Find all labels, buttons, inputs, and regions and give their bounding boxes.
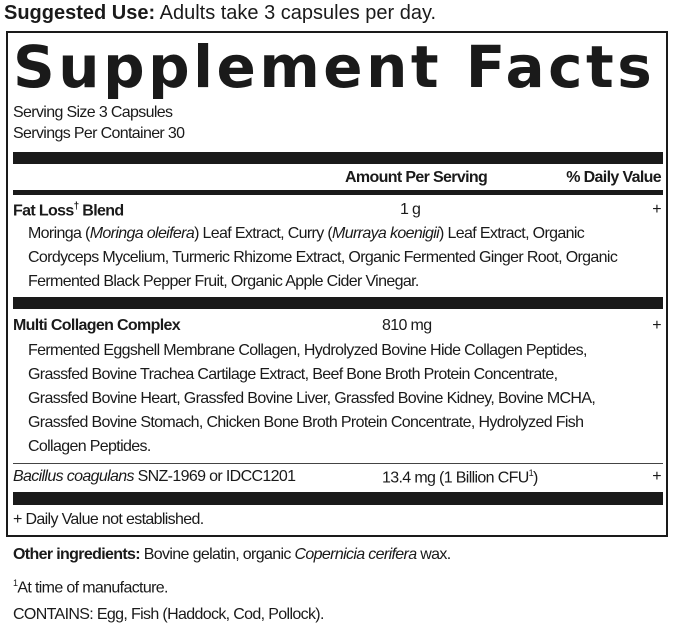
bacillus-name: Bacillus coagulans SNZ-1969 or IDCC1201 [13, 468, 296, 485]
daily-value-note: + Daily Value not established. [13, 511, 204, 528]
fat-loss-ingredients-line: Cordyceps Mycelium, Turmeric Rhizome Ext… [28, 249, 618, 266]
allergen-statement: CONTAINS: Egg, Fish (Haddock, Cod, Pollo… [13, 606, 324, 623]
supplement-facts-panel [6, 31, 668, 537]
header-amount: Amount Per Serving [345, 169, 488, 186]
collagen-ingredients-line: Grassfed Bovine Stomach, Chicken Bone Br… [28, 414, 584, 431]
suggested-use-label: Suggested Use: [4, 2, 156, 24]
serving-size: Serving Size 3 Capsules [13, 104, 173, 121]
fat-loss-amount: 1 g [400, 201, 421, 218]
footnote: 1At time of manufacture. [13, 578, 168, 597]
fat-loss-dv: + [652, 201, 661, 218]
bacillus-dv: + [652, 468, 661, 485]
divider-thick [13, 297, 663, 309]
fat-loss-ingredients-line: Fermented Black Pepper Fruit, Organic Ap… [28, 273, 419, 290]
collagen-ingredients-line: Fermented Eggshell Membrane Collagen, Hy… [28, 342, 587, 359]
panel-title: Supplement Facts [13, 33, 656, 101]
header-daily-value: % Daily Value [566, 169, 661, 186]
bacillus-amount: 13.4 mg (1 Billion CFU1) [382, 468, 538, 487]
divider-thick [13, 152, 663, 164]
collagen-name: Multi Collagen Complex [13, 317, 181, 334]
collagen-ingredients-line: Collagen Peptides. [28, 438, 151, 455]
suggested-use: Suggested Use: Adults take 3 capsules pe… [4, 2, 436, 25]
collagen-ingredients-line: Grassfed Bovine Heart, Grassfed Bovine L… [28, 390, 596, 407]
fat-loss-name: Fat Loss† Blend [13, 201, 124, 220]
fat-loss-ingredients-line: Moringa (Moringa oleifera) Leaf Extract,… [28, 225, 585, 242]
divider-thin [13, 463, 663, 464]
divider-medium [13, 190, 663, 195]
divider-thick [13, 492, 663, 505]
collagen-amount: 810 mg [382, 317, 432, 334]
servings-per-container: Servings Per Container 30 [13, 125, 185, 142]
other-ingredients: Other ingredients: Bovine gelatin, organ… [13, 546, 451, 563]
suggested-use-text: Adults take 3 capsules per day. [155, 2, 437, 24]
collagen-dv: + [652, 317, 661, 334]
collagen-ingredients-line: Grassfed Bovine Trachea Cartilage Extrac… [28, 366, 558, 383]
